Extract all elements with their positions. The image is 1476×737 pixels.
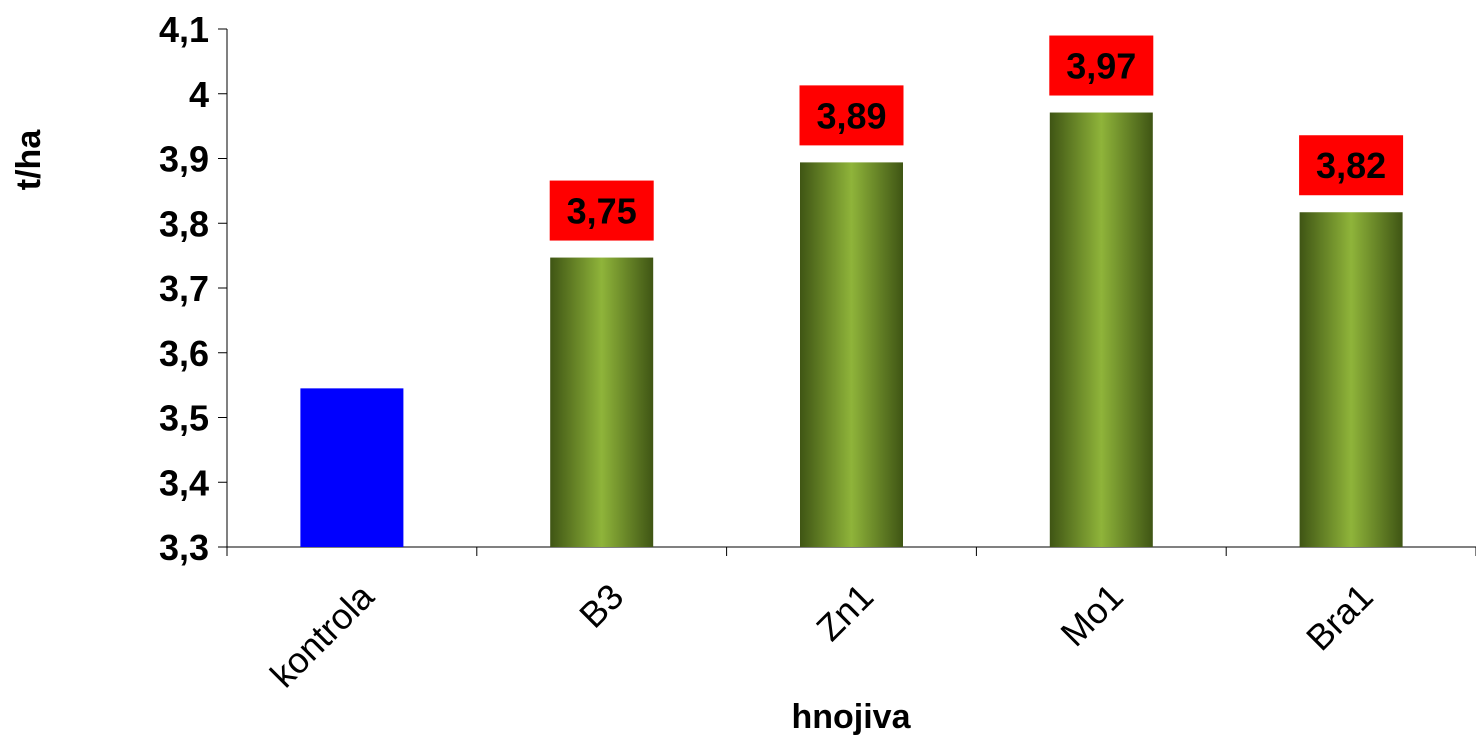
data-label: 3,97 <box>1066 46 1136 87</box>
data-label-background <box>1049 35 1154 96</box>
data-label: 3,82 <box>1316 145 1386 186</box>
data-labels: 3,75 3,89 3,97 3,82 <box>549 35 1404 241</box>
y-tick-label: 3,8 <box>159 203 209 244</box>
y-tick-label: 3,5 <box>159 398 209 439</box>
data-label: 3,89 <box>816 95 886 136</box>
x-tick-label: Zn1 <box>808 576 881 649</box>
bars <box>300 112 1403 547</box>
bar-bra1 <box>1299 212 1403 547</box>
data-label-background <box>549 180 654 241</box>
bar-kontrola <box>300 388 404 547</box>
data-label-background <box>799 85 904 146</box>
y-tick-label: 4,1 <box>159 9 209 50</box>
y-tick-label: 3,4 <box>159 462 209 503</box>
x-tick-label: Mo1 <box>1052 576 1131 655</box>
x-axis-title: hnojiva <box>791 698 911 736</box>
x-tick-label: B3 <box>571 576 631 636</box>
data-label-background <box>1299 135 1404 196</box>
y-tick-label: 3,3 <box>159 527 209 568</box>
y-tick-label: 3,6 <box>159 333 209 374</box>
x-tick-label: Bra1 <box>1298 576 1381 659</box>
bar-mo1 <box>1049 112 1153 547</box>
y-axis-title: t/ha <box>10 129 48 191</box>
y-tick-label: 3,9 <box>159 139 209 180</box>
data-label: 3,75 <box>567 191 637 232</box>
y-tick-label: 4 <box>189 74 209 115</box>
bar-zn1 <box>800 162 903 547</box>
x-tick-label: kontrola <box>262 575 382 695</box>
bar-b3 <box>550 257 654 547</box>
y-tick-label: 3,7 <box>159 268 209 309</box>
